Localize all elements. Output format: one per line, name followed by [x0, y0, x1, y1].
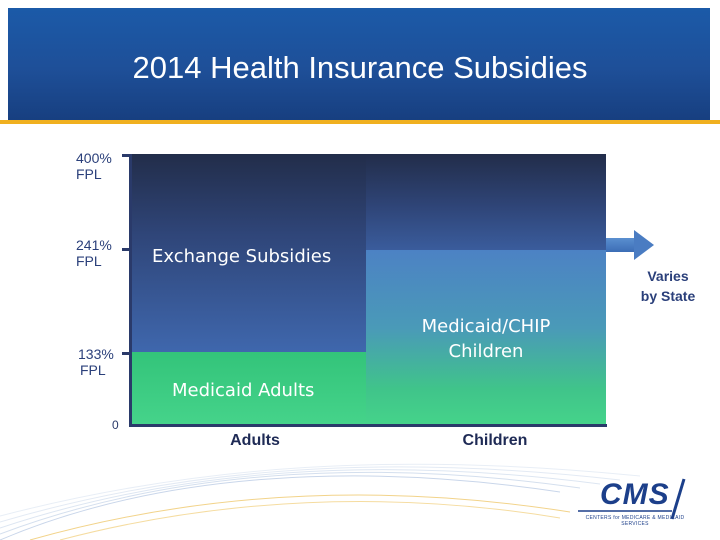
slide-title: 2014 Health Insurance Subsidies [132, 50, 588, 85]
decorative-swoosh [0, 463, 641, 540]
axis-label-241-unit: FPL [76, 253, 102, 269]
medicaid-adults-label: Medicaid Adults [172, 380, 315, 401]
varies-arrow-shaft [606, 238, 636, 252]
axis-label-133: 133% FPL [78, 346, 114, 378]
axis-label-zero: 0 [112, 418, 119, 432]
axis-label-400-value: 400% [76, 150, 112, 166]
axis-label-400-unit: FPL [76, 166, 102, 182]
header-band [8, 8, 710, 120]
medicaid-chip-region [366, 250, 606, 424]
axis-label-133-value: 133% [78, 346, 114, 362]
medicaid-adults-region [132, 352, 366, 424]
slide-header: 2014 Health Insurance Subsidies [0, 0, 720, 124]
category-label-adults: Adults [230, 432, 280, 449]
exchange-subsidies-label: Exchange Subsidies [152, 246, 332, 267]
axis-label-241: 241% FPL [76, 237, 112, 269]
axis-tick-241 [122, 248, 136, 251]
axis-tick-133 [122, 352, 136, 355]
cms-logo-text: CMS [600, 478, 670, 511]
cms-logo-mark [578, 478, 686, 520]
cms-logo-subtitle: CENTERS for MEDICARE & MEDICAID SERVICES [585, 515, 685, 527]
axis-label-400: 400% FPL [76, 150, 112, 182]
varies-label-line1: Varies [647, 268, 689, 284]
varies-arrow-head [634, 230, 654, 260]
category-label-children: Children [462, 432, 528, 449]
varies-by-state-label: Varies by State [620, 266, 716, 306]
header-gold-stripe [0, 120, 720, 124]
axis-label-133-unit: FPL [80, 362, 106, 378]
varies-label-line2: by State [640, 288, 696, 304]
y-axis-line [129, 154, 132, 426]
exchange-subsidies-region [132, 154, 366, 352]
x-axis-baseline [129, 424, 607, 427]
medicaid-chip-label: Medicaid/CHIP Children [396, 314, 576, 364]
children-upper-region [366, 154, 606, 250]
medicaid-chip-label-line1: Medicaid/CHIP [421, 316, 551, 337]
medicaid-chip-label-line2: Children [448, 341, 524, 362]
axis-label-241-value: 241% [76, 237, 112, 253]
axis-tick-400 [122, 154, 136, 157]
